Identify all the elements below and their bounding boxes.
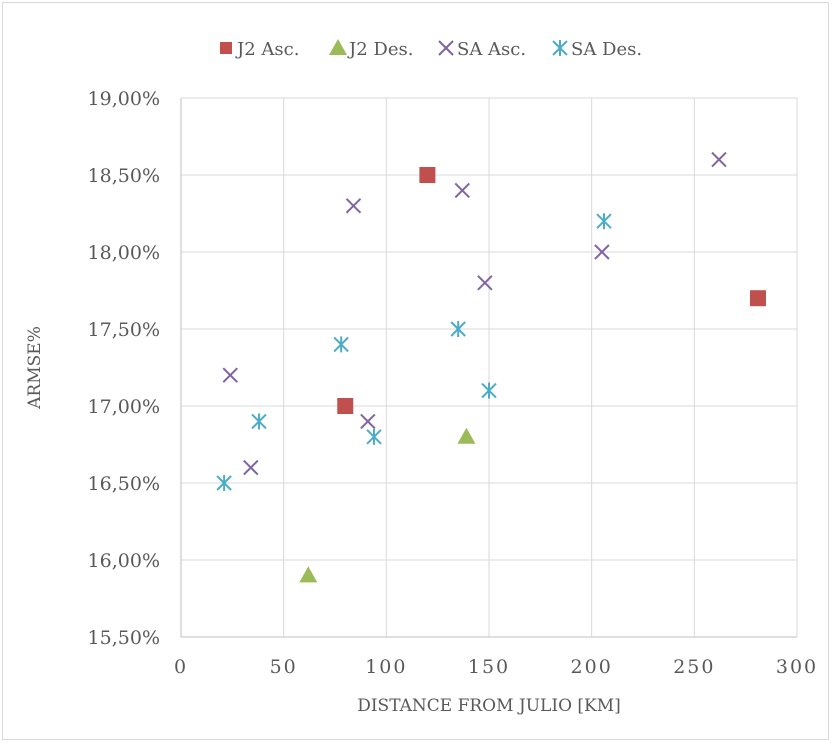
x-tick-labels: 0 50 100 150 200 250 300 bbox=[174, 656, 818, 678]
legend-item-j2-des: J2 Des. bbox=[329, 39, 413, 60]
legend-marker-sa-asc bbox=[438, 40, 454, 56]
legend-item-sa-asc: SA Asc. bbox=[438, 39, 526, 60]
x-tick-label: 200 bbox=[571, 656, 613, 678]
legend-label: J2 Des. bbox=[347, 39, 413, 60]
marker-stroke bbox=[477, 275, 493, 291]
point-sa-des bbox=[481, 382, 497, 399]
y-tick-label: 19,00% bbox=[88, 88, 160, 110]
point-j2-des bbox=[299, 566, 318, 583]
point-j2-asc bbox=[419, 167, 436, 183]
legend-marker-sa-des bbox=[552, 40, 568, 56]
point-sa-des bbox=[251, 413, 267, 430]
marker-stroke bbox=[711, 151, 727, 168]
x-tick-label: 250 bbox=[673, 656, 715, 678]
point-sa-asc bbox=[222, 367, 238, 383]
y-tick-label: 18,00% bbox=[88, 242, 160, 264]
point-sa-des bbox=[596, 213, 612, 230]
y-tick-label: 17,00% bbox=[88, 396, 160, 418]
legend: J2 Asc. J2 Des. SA Asc. SA Des. bbox=[220, 39, 642, 60]
x-tick-label: 50 bbox=[270, 656, 298, 678]
y-tick-label: 16,50% bbox=[88, 473, 160, 495]
marker-stroke bbox=[243, 459, 259, 476]
data-points bbox=[216, 151, 766, 583]
y-tick-label: 18,50% bbox=[88, 165, 160, 187]
point-sa-asc bbox=[454, 182, 471, 199]
point-sa-des bbox=[333, 336, 349, 353]
point-sa-asc bbox=[345, 198, 362, 214]
y-tick-label: 15,50% bbox=[88, 627, 160, 649]
x-tick-label: 150 bbox=[468, 656, 510, 678]
axes bbox=[180, 98, 797, 638]
point-sa-asc bbox=[477, 275, 493, 291]
marker-stroke bbox=[345, 198, 362, 214]
point-sa-des bbox=[366, 428, 382, 445]
marker-stroke bbox=[594, 244, 610, 260]
marker-stroke bbox=[222, 367, 238, 383]
x-axis-title: DISTANCE FROM JULIO [KM] bbox=[357, 696, 621, 716]
y-axis-title: ARMSE% bbox=[25, 326, 45, 410]
legend-marker-j2-des bbox=[329, 39, 347, 55]
point-j2-asc bbox=[337, 398, 354, 414]
point-sa-asc bbox=[243, 459, 259, 476]
y-tick-labels: 15,50% 16,00% 16,50% 17,00% 17,50% 18,00% 18,5… bbox=[88, 88, 160, 649]
legend-label: SA Des. bbox=[571, 39, 642, 60]
point-sa-des bbox=[450, 321, 466, 337]
point-j2-asc bbox=[749, 290, 766, 307]
grid-lines bbox=[180, 97, 798, 638]
point-sa-asc bbox=[360, 413, 376, 430]
point-j2-des bbox=[457, 427, 476, 444]
marker-stroke bbox=[360, 413, 376, 430]
y-tick-label: 16,00% bbox=[88, 550, 160, 572]
point-sa-des bbox=[216, 475, 232, 491]
legend-label: SA Asc. bbox=[457, 39, 526, 60]
legend-marker-j2-asc bbox=[220, 42, 232, 54]
point-sa-asc bbox=[711, 151, 727, 168]
marker-stroke bbox=[454, 182, 471, 199]
legend-label: J2 Asc. bbox=[235, 39, 299, 60]
y-tick-label: 17,50% bbox=[88, 319, 160, 341]
legend-item-sa-des: SA Des. bbox=[552, 39, 642, 60]
x-tick-label: 300 bbox=[776, 656, 818, 678]
marker-stroke bbox=[438, 40, 454, 56]
legend-item-j2-asc: J2 Asc. bbox=[220, 39, 299, 60]
point-sa-asc bbox=[594, 244, 610, 260]
x-tick-label: 0 bbox=[174, 656, 188, 678]
x-tick-label: 100 bbox=[365, 656, 407, 678]
